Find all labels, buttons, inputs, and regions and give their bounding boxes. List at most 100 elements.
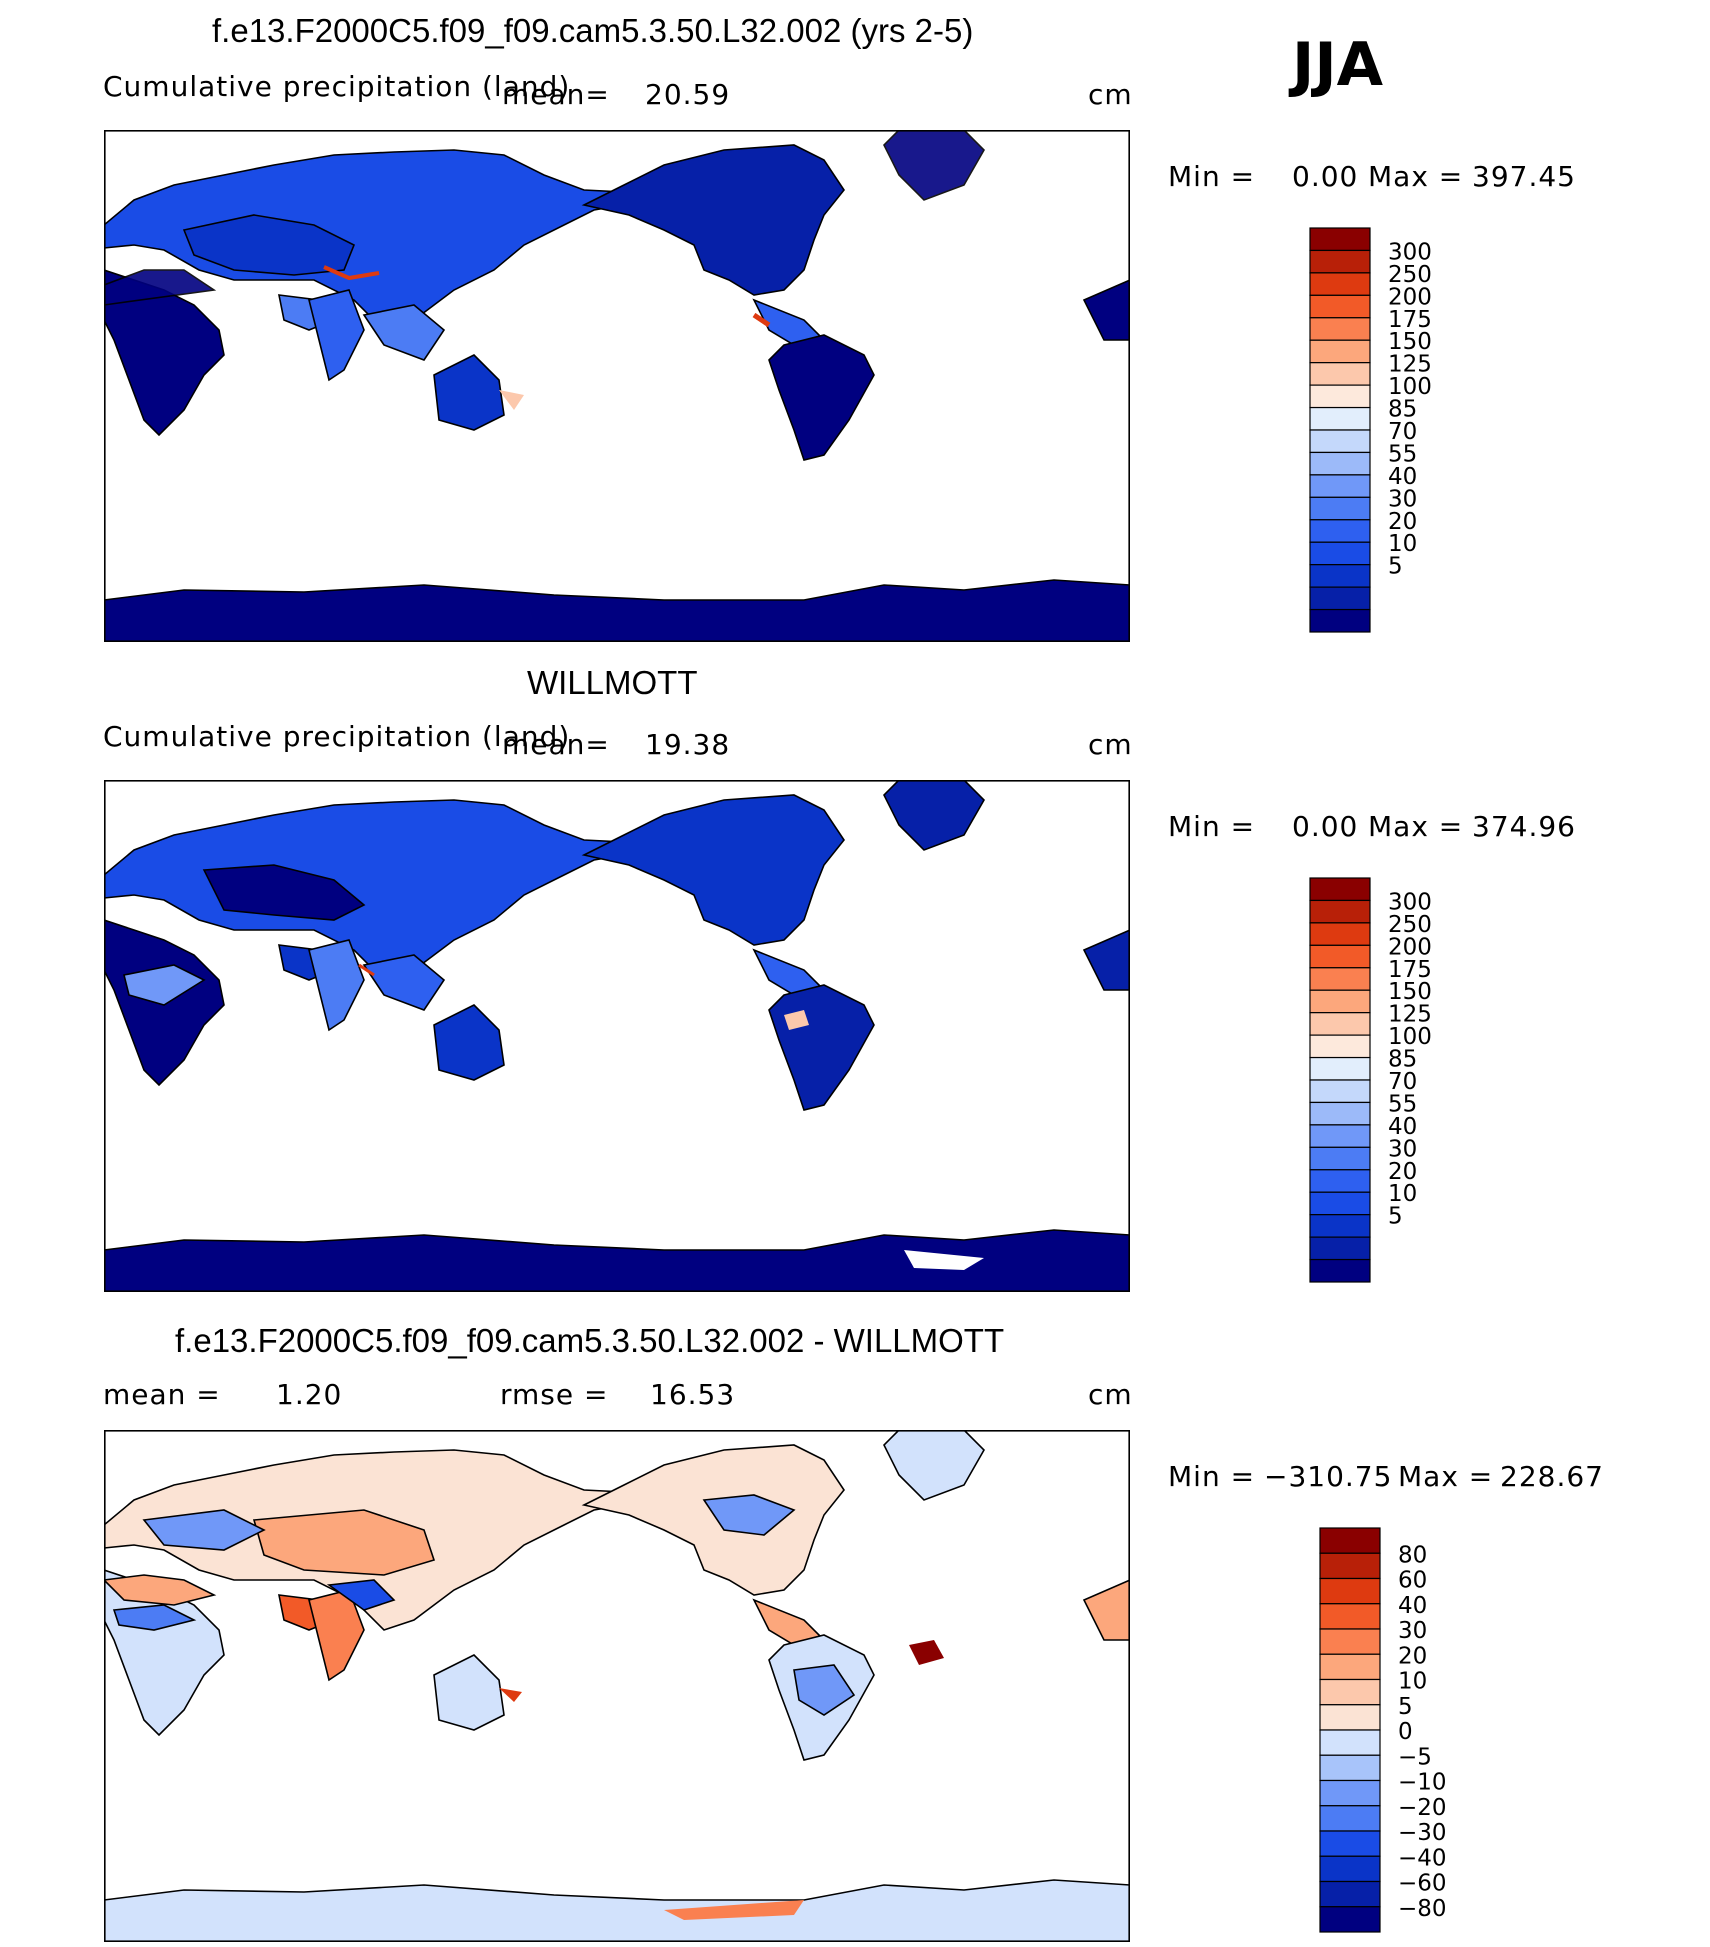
colorbar-tick-label: 100: [1388, 1024, 1432, 1050]
colorbar-box: [1319, 1805, 1381, 1832]
colorbar-box: [1309, 429, 1371, 454]
colorbar-tick-label: 55: [1388, 441, 1417, 467]
colorbar-tick-label: 300: [1388, 239, 1432, 265]
colorbar-box: [1309, 1236, 1371, 1261]
colorbar-tick-label: 85: [1388, 1047, 1417, 1073]
colorbar-tick-label: 125: [1388, 1002, 1432, 1028]
colorbar-tick-label: −20: [1398, 1795, 1447, 1821]
colorbar-tick-label: 30: [1388, 486, 1417, 512]
colorbar-tick-label: 30: [1398, 1618, 1427, 1644]
colorbar-box: [1309, 362, 1371, 386]
colorbar-box: [1309, 406, 1371, 431]
rmse-value-diff: 16.53: [650, 1378, 736, 1411]
colorbar-box: [1309, 1079, 1371, 1104]
colorbar-tick-label: 20: [1388, 509, 1417, 535]
colorbar-box: [1309, 967, 1371, 991]
colorbar-tick-label: 150: [1388, 979, 1432, 1005]
colorbar-box: [1319, 1678, 1381, 1706]
colorbar-box: [1319, 1603, 1381, 1630]
colorbar-box: [1309, 586, 1371, 611]
max-value-diff: 228.67: [1500, 1460, 1604, 1493]
units-label-diff: cm: [1088, 1378, 1133, 1411]
colorbar-tick-label: 5: [1398, 1694, 1413, 1720]
colorbar-tick-label: 200: [1388, 934, 1432, 960]
colorbar-box: [1309, 294, 1371, 319]
colorbar-tick-label: 60: [1398, 1568, 1427, 1594]
colorbar-tick-label: 70: [1388, 419, 1417, 445]
units-label-obs: cm: [1088, 728, 1133, 761]
colorbar-box: [1319, 1830, 1381, 1857]
land-model: [104, 130, 1130, 642]
colorbar-tick-label: 125: [1388, 352, 1432, 378]
colorbar-box: [1319, 1628, 1381, 1655]
colorbar-box: [1319, 1577, 1381, 1605]
highlight-diff: [499, 1640, 944, 1920]
colorbar-tick-label: 55: [1388, 1091, 1417, 1117]
colorbar-box: [1319, 1704, 1381, 1731]
variable-label-model: Cumulative precipitation (land): [103, 70, 571, 103]
colorbar-box: [1309, 1034, 1371, 1059]
map-obs-svg: [104, 780, 1130, 1292]
colorbar-tick-label: 85: [1388, 397, 1417, 423]
colorbar-tick-label: −10: [1398, 1770, 1447, 1796]
colorbar-box: [1309, 317, 1371, 341]
colorbar-tick-label: 10: [1388, 531, 1417, 557]
panel-title-model: f.e13.F2000C5.f09_f09.cam5.3.50.L32.002 …: [212, 12, 974, 49]
colorbar-box: [1309, 944, 1371, 969]
mean-label-model: mean=: [502, 78, 610, 111]
min-value-obs: 0.00: [1292, 810, 1359, 843]
min-label-diff: Min =: [1168, 1460, 1256, 1493]
colorbar-tick-label: 20: [1398, 1643, 1427, 1669]
colorbar-box: [1319, 1552, 1381, 1580]
colorbar-box: [1309, 608, 1371, 633]
colorbar-tick-label: 10: [1388, 1181, 1417, 1207]
map-panel-diff: [104, 1430, 1130, 1942]
map-panel-model: [104, 130, 1130, 642]
highlight-model: [323, 265, 771, 410]
colorbar-tick-label: −80: [1398, 1896, 1447, 1922]
colorbar-tick-label: 200: [1388, 284, 1432, 310]
colorbar-tick-label: 20: [1388, 1159, 1417, 1185]
colorbar-box: [1319, 1880, 1381, 1908]
units-label-model: cm: [1088, 78, 1133, 111]
colorbar-tick-label: 175: [1388, 307, 1432, 333]
colorbar-tick-label: −60: [1398, 1871, 1447, 1897]
colorbar-box: [1309, 227, 1371, 252]
colorbar-box: [1309, 519, 1371, 543]
min-value-diff: −310.75: [1264, 1460, 1393, 1493]
colorbar-box: [1309, 1124, 1371, 1148]
colorbar-tick-label: 40: [1398, 1593, 1427, 1619]
colorbar-tick-label: 70: [1388, 1069, 1417, 1095]
colorbar-tick-label: −5: [1398, 1744, 1432, 1770]
colorbar-box: [1309, 922, 1371, 946]
colorbar-box: [1309, 1191, 1371, 1216]
colorbar-obs: 300 250 200 175 150 125 100 85 70 55 40 30 20 10 5: [1309, 877, 1570, 1284]
colorbar-box: [1309, 1169, 1371, 1193]
colorbar-box: [1309, 1146, 1371, 1171]
colorbar-box: [1309, 564, 1371, 588]
mean-label-diff: mean =: [103, 1378, 221, 1411]
colorbar-tick-label: 250: [1388, 262, 1432, 288]
min-label-model: Min =: [1168, 160, 1256, 193]
colorbar-box: [1309, 474, 1371, 498]
season-label: JJA: [1292, 30, 1384, 100]
colorbar-box: [1309, 339, 1371, 364]
mean-value-diff: 1.20: [276, 1378, 343, 1411]
max-value-model: 397.45: [1472, 160, 1576, 193]
highlight-obs: [358, 963, 984, 1270]
colorbar-tick-label: 40: [1388, 1114, 1417, 1140]
colorbar-tick-label: 80: [1398, 1542, 1427, 1568]
colorbar-tick-label: 5: [1388, 554, 1403, 580]
land-diff: [104, 1430, 1130, 1942]
map-panel-obs: [104, 780, 1130, 1292]
colorbar-tick-label: 250: [1388, 912, 1432, 938]
map-diff-svg: [104, 1430, 1130, 1942]
colorbar-box: [1319, 1754, 1381, 1782]
colorbar-tick-label: −40: [1398, 1845, 1447, 1871]
colorbar-box: [1309, 989, 1371, 1014]
land-obs: [104, 780, 1130, 1292]
colorbar-box: [1319, 1779, 1381, 1807]
colorbar-tick-label: 30: [1388, 1136, 1417, 1162]
colorbar-box: [1309, 1056, 1371, 1081]
